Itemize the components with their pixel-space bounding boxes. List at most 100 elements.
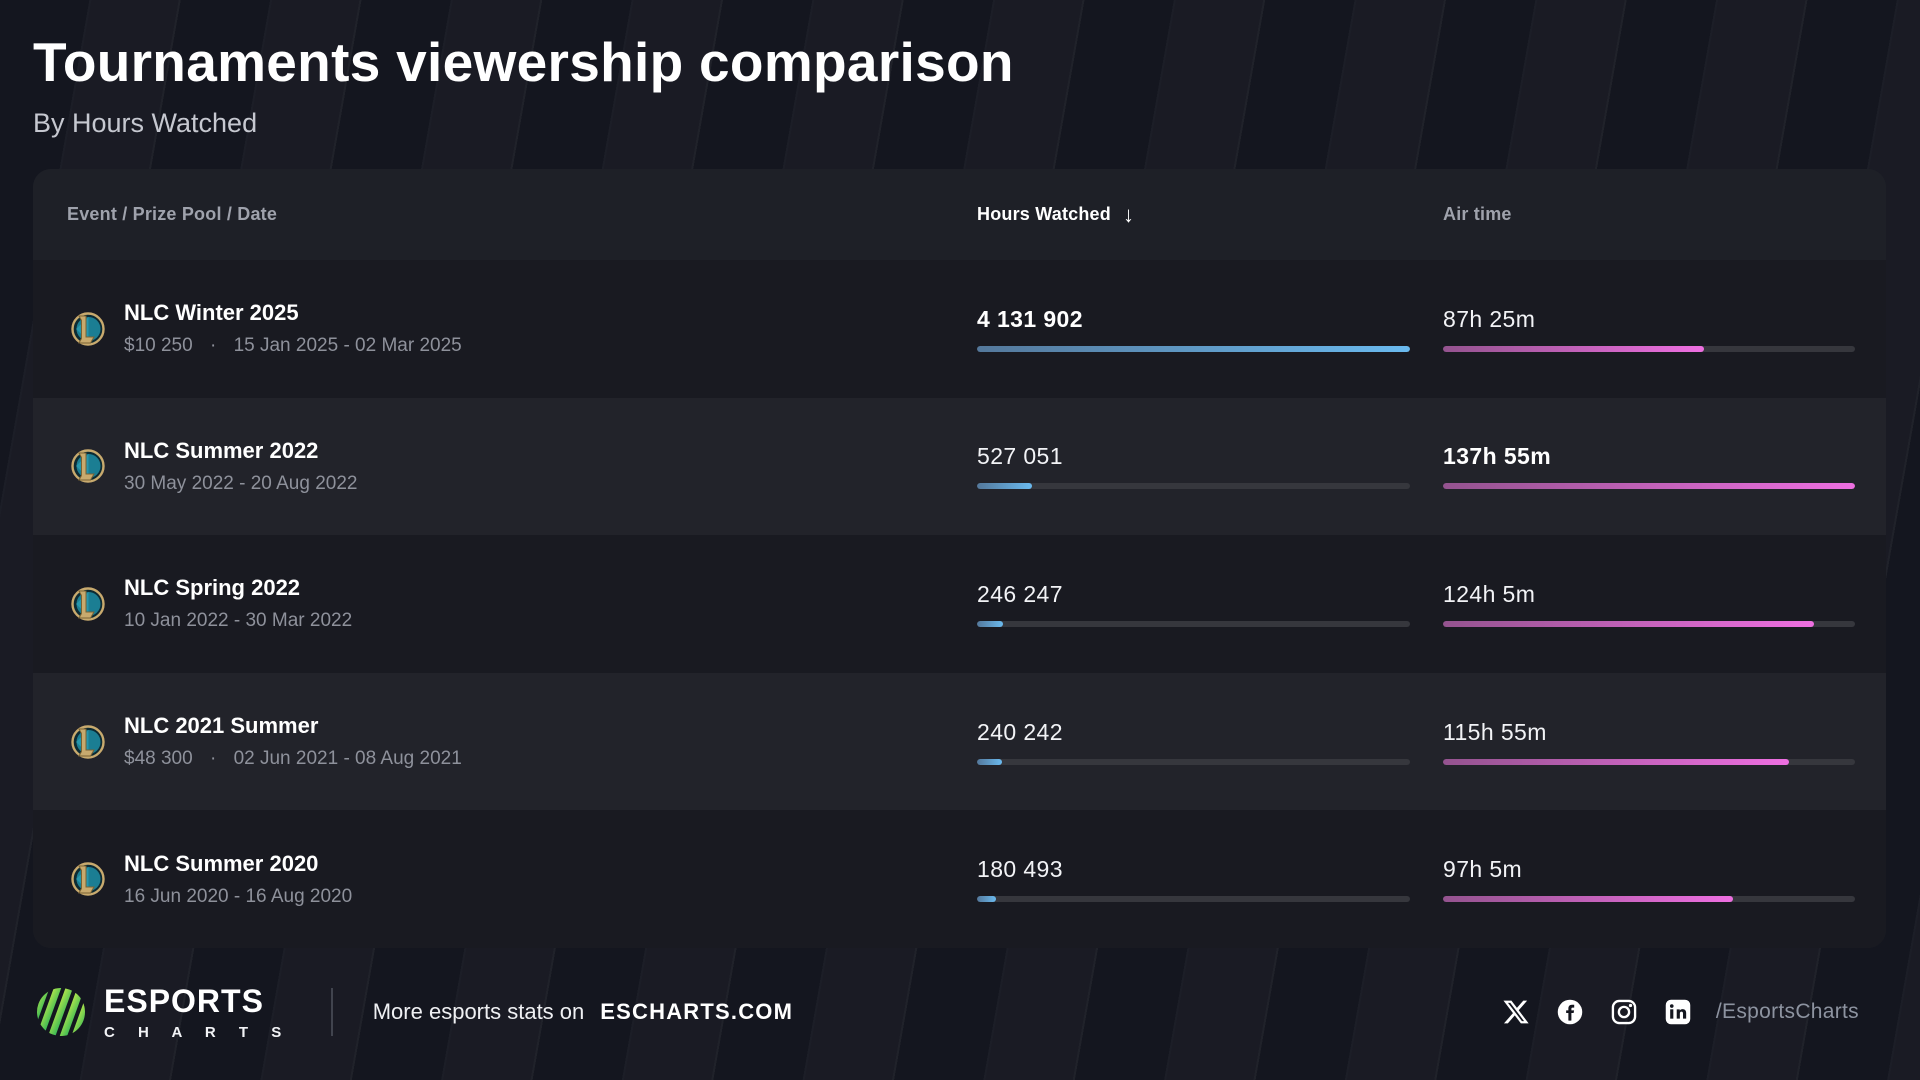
footer-divider [330, 987, 333, 1036]
footer-tagline: More esports stats on ESCHARTS.COM [373, 999, 793, 1025]
social-handle: /EsportsCharts [1715, 999, 1859, 1023]
page-header: Tournaments viewership comparison By Hou… [0, 0, 1920, 139]
table-row[interactable]: NLC 2021 Summer $48 300 · 02 Jun 2021 - … [33, 672, 1886, 811]
brand-name: ESPORTS [104, 982, 264, 1019]
air-time-value: 115h 55m [1443, 718, 1547, 745]
event-cell: NLC Summer 2020 16 Jun 2020 - 16 Aug 202… [33, 851, 977, 908]
hours-watched-cell: 246 247 [977, 581, 1443, 627]
air-time-cell: 115h 55m [1443, 719, 1886, 765]
league-of-legends-icon [67, 722, 107, 762]
linkedin-icon[interactable] [1664, 998, 1692, 1026]
hours-bar-fill [977, 896, 997, 903]
prize-pool: $10 250 [124, 335, 193, 357]
hours-bar-track [977, 483, 1410, 490]
footer: ESPORTS C H A R T S More esports stats o… [0, 948, 1920, 1075]
table-row[interactable]: NLC Winter 2025 $10 250 · 15 Jan 2025 - … [33, 260, 1886, 398]
page-title: Tournaments viewership comparison [33, 31, 1014, 93]
social-links [1502, 998, 1692, 1026]
prize-pool: $48 300 [124, 748, 193, 770]
column-header-event: Event / Prize Pool / Date [67, 204, 278, 224]
hours-bar-fill [977, 620, 1003, 627]
air-time-cell: 137h 55m [1443, 443, 1886, 490]
hours-watched-value: 527 051 [977, 443, 1063, 470]
air-time-value: 124h 5m [1443, 580, 1536, 607]
table-row[interactable]: NLC Summer 2020 16 Jun 2020 - 16 Aug 202… [33, 810, 1886, 948]
instagram-icon[interactable] [1610, 998, 1638, 1026]
x-twitter-icon[interactable] [1502, 998, 1530, 1026]
date-range: 10 Jan 2022 - 30 Mar 2022 [124, 610, 353, 632]
air-bar-fill [1443, 620, 1814, 627]
event-text: NLC Spring 2022 10 Jan 2022 - 30 Mar 202… [124, 575, 352, 632]
event-name[interactable]: NLC Winter 2025 [124, 300, 299, 326]
event-name[interactable]: NLC Summer 2020 [124, 850, 319, 876]
event-cell: NLC Summer 2022 30 May 2022 - 20 Aug 202… [33, 438, 977, 495]
hours-watched-value: 240 242 [977, 718, 1063, 745]
league-of-legends-icon [67, 309, 107, 349]
air-bar-track [1443, 896, 1855, 903]
sort-descending-icon[interactable]: ↓ [1122, 201, 1135, 227]
event-text: NLC Summer 2020 16 Jun 2020 - 16 Aug 202… [124, 851, 352, 908]
hours-watched-value: 246 247 [977, 580, 1063, 607]
air-bar-fill [1443, 896, 1734, 903]
event-text: NLC 2021 Summer $48 300 · 02 Jun 2021 - … [124, 713, 462, 770]
air-bar-fill [1443, 483, 1855, 490]
air-time-value: 87h 25m [1443, 305, 1536, 332]
date-range: 16 Jun 2020 - 16 Aug 2020 [124, 885, 353, 907]
event-subtitle: $48 300 · 02 Jun 2021 - 08 Aug 2021 [124, 748, 462, 770]
event-cell: NLC 2021 Summer $48 300 · 02 Jun 2021 - … [33, 713, 977, 770]
event-cell: NLC Spring 2022 10 Jan 2022 - 30 Mar 202… [33, 575, 977, 632]
league-of-legends-icon [67, 584, 107, 624]
league-of-legends-icon [67, 446, 107, 486]
hours-bar-fill [977, 483, 1033, 490]
hours-bar-fill [977, 345, 1410, 352]
table-header: Event / Prize Pool / Date Hours Watched … [33, 169, 1886, 260]
facebook-icon[interactable] [1556, 998, 1584, 1026]
hours-watched-cell: 527 051 [977, 443, 1443, 490]
tagline-text: More esports stats on [372, 998, 585, 1024]
event-text: NLC Winter 2025 $10 250 · 15 Jan 2025 - … [124, 300, 462, 357]
esports-charts-brand[interactable]: ESPORTS C H A R T S [33, 983, 291, 1041]
table-row[interactable]: NLC Spring 2022 10 Jan 2022 - 30 Mar 202… [33, 535, 1886, 673]
comparison-table: Event / Prize Pool / Date Hours Watched … [33, 169, 1886, 948]
event-subtitle: 10 Jan 2022 - 30 Mar 2022 [124, 610, 352, 632]
league-of-legends-icon [67, 859, 107, 899]
event-name[interactable]: NLC 2021 Summer [124, 713, 319, 739]
air-time-cell: 97h 5m [1443, 856, 1886, 903]
column-header-air-time[interactable]: Air time [1443, 204, 1886, 225]
date-range: 15 Jan 2025 - 02 Mar 2025 [233, 335, 462, 357]
air-time-cell: 124h 5m [1443, 581, 1886, 627]
air-bar-track [1443, 483, 1855, 490]
table-row[interactable]: NLC Summer 2022 30 May 2022 - 20 Aug 202… [33, 397, 1886, 536]
column-header-hours-watched[interactable]: Hours Watched ↓ [977, 201, 1443, 227]
hours-watched-cell: 180 493 [977, 856, 1443, 903]
hours-bar-track [977, 896, 1410, 903]
event-subtitle: 30 May 2022 - 20 Aug 2022 [124, 473, 357, 495]
column-header-air-label: Air time [1443, 204, 1512, 224]
air-time-value: 137h 55m [1443, 443, 1552, 470]
hours-bar-track [977, 758, 1410, 765]
hours-bar-track [977, 345, 1410, 352]
hours-watched-cell: 4 131 902 [977, 306, 1443, 352]
event-subtitle: 16 Jun 2020 - 16 Aug 2020 [124, 886, 352, 908]
hours-watched-value: 4 131 902 [977, 305, 1083, 332]
site-link[interactable]: ESCHARTS.COM [600, 998, 794, 1024]
event-name[interactable]: NLC Summer 2022 [124, 437, 319, 463]
event-text: NLC Summer 2022 30 May 2022 - 20 Aug 202… [124, 438, 357, 495]
dot-separator: · [209, 748, 217, 770]
air-bar-fill [1443, 758, 1790, 765]
column-header-hours-label: Hours Watched [977, 204, 1111, 224]
event-name[interactable]: NLC Spring 2022 [124, 575, 301, 601]
air-time-value: 97h 5m [1443, 856, 1523, 883]
event-cell: NLC Winter 2025 $10 250 · 15 Jan 2025 - … [33, 300, 977, 357]
hours-bar-fill [977, 758, 1003, 765]
event-subtitle: $10 250 · 15 Jan 2025 - 02 Mar 2025 [124, 335, 462, 357]
air-time-cell: 87h 25m [1443, 306, 1886, 352]
hours-watched-cell: 240 242 [977, 719, 1443, 765]
table-body: NLC Winter 2025 $10 250 · 15 Jan 2025 - … [33, 260, 1886, 948]
dot-separator: · [209, 335, 217, 357]
hours-watched-value: 180 493 [977, 856, 1063, 883]
esports-charts-logo-icon [33, 983, 89, 1040]
page-subtitle: By Hours Watched [33, 108, 258, 138]
air-bar-track [1443, 620, 1855, 627]
air-bar-track [1443, 345, 1855, 352]
